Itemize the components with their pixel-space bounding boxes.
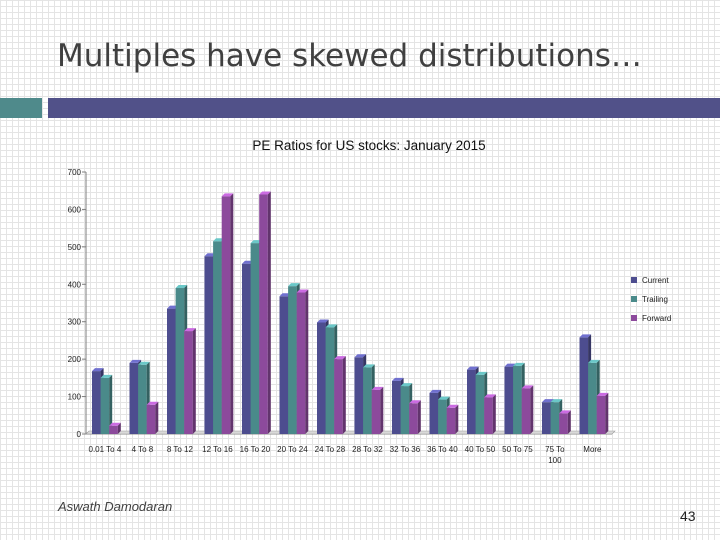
x-tick-label: 24 To 28 (315, 445, 346, 454)
bar-forward (221, 193, 234, 434)
accent-bar-navy (48, 98, 720, 118)
legend-swatch (631, 296, 637, 302)
x-tick-label: 50 To 75 (502, 445, 533, 454)
y-tick-label: 200 (68, 355, 82, 364)
bar-forward (484, 394, 496, 434)
bar-forward (146, 401, 159, 434)
x-tick-label: More (583, 445, 602, 454)
legend-swatch (631, 277, 637, 283)
bar-forward (371, 386, 384, 434)
bar-forward (409, 400, 421, 434)
slide-title: Multiples have skewed distributions… (57, 38, 642, 74)
legend-swatch (631, 315, 637, 321)
bar-forward (109, 422, 121, 434)
y-tick-labels: 0 100 200 300 400 500 600 700 (68, 168, 82, 439)
x-tick-label: 4 To 8 (132, 445, 154, 454)
x-tick-label: 0.01 To 4 (89, 445, 122, 454)
x-tick-label: 8 To 12 (167, 445, 194, 454)
bar-forward (184, 328, 196, 434)
bar-forward (259, 191, 271, 434)
x-tick-label: 32 To 36 (390, 445, 421, 454)
x-tick-label: 20 To 24 (277, 445, 308, 454)
chart-bars (92, 191, 609, 434)
y-tick-label: 400 (68, 280, 82, 289)
x-tick-labels: 0.01 To 4 4 To 8 8 To 12 12 To 16 16 To 20 20… (89, 445, 603, 465)
x-tick-label: 36 To 40 (427, 445, 458, 454)
bar-forward (296, 289, 309, 434)
x-tick-label: 16 To 20 (240, 445, 271, 454)
legend-label: Forward (642, 314, 671, 323)
bar-forward (446, 404, 459, 434)
bar-forward (334, 356, 346, 434)
chart-legend: Current Trailing Forward (631, 276, 671, 323)
x-tick-label: 40 To 50 (465, 445, 496, 454)
y-tick-label: 0 (77, 430, 82, 439)
chart-floor (85, 430, 616, 435)
x-tick-label: 28 To 32 (352, 445, 383, 454)
bar-forward (521, 385, 534, 434)
y-tick-label: 500 (68, 243, 82, 252)
chart-axes (82, 171, 616, 435)
footer-author: Aswath Damodaran (58, 499, 173, 514)
legend-label: Current (642, 276, 669, 285)
y-tick-label: 600 (68, 205, 82, 214)
y-tick-label: 300 (68, 318, 82, 327)
x-tick-label: 12 To 16 (202, 445, 233, 454)
y-tick-label: 100 (68, 393, 82, 402)
x-tick-label: 75 To 100 (545, 445, 565, 465)
chart-title: PE Ratios for US stocks: January 2015 (252, 138, 485, 153)
bar-forward (559, 410, 571, 434)
bar-forward (596, 392, 609, 434)
legend-label: Trailing (642, 295, 668, 304)
accent-bar-teal (0, 98, 42, 118)
y-tick-label: 700 (68, 168, 82, 177)
bar-trailing (100, 374, 113, 434)
page-number: 43 (680, 508, 696, 524)
